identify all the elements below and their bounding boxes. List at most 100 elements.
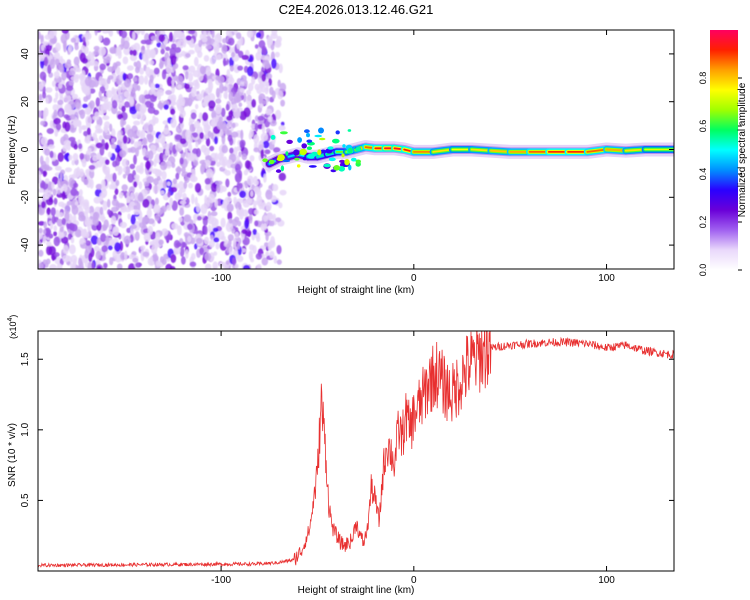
colorbar-tick-label: 0.4 (698, 168, 708, 181)
noise-blob (233, 196, 238, 205)
noise-blob (151, 254, 159, 262)
noise-blob (166, 204, 172, 211)
noise-blob (233, 93, 241, 104)
noise-blob (111, 99, 118, 109)
noise-blob (236, 146, 241, 152)
noise-blob (43, 109, 47, 118)
noise-blob (215, 104, 222, 115)
noise-blob (81, 125, 87, 131)
colorbar-label: Normalized spectral amplitude (737, 82, 748, 217)
noise-blob (51, 254, 56, 261)
noise-blob (79, 238, 85, 245)
noise-blob (112, 172, 117, 182)
noise-blob (44, 148, 51, 156)
noise-blob (147, 218, 155, 225)
noise-blob (38, 227, 43, 234)
noise-blob (126, 195, 131, 204)
noise-blob (229, 65, 234, 72)
noise-blob (110, 215, 117, 225)
signal-blob (306, 146, 312, 150)
noise-blob (78, 109, 84, 116)
noise-blob (154, 214, 160, 222)
noise-blob (149, 255, 154, 266)
noise-blob (59, 171, 63, 181)
noise-blob (261, 257, 269, 266)
noise-blob (72, 214, 77, 223)
noise-blob (112, 226, 120, 236)
noise-blob (207, 224, 212, 233)
noise-blob (177, 84, 183, 90)
noise-blob (114, 188, 119, 196)
noise-blob (99, 63, 106, 71)
noise-blob (194, 196, 198, 206)
noise-blob (234, 246, 238, 257)
signal-blob (277, 154, 285, 161)
colorbar-tick-label: 0.6 (698, 120, 708, 133)
noise-blob (83, 130, 88, 137)
noise-blob (169, 32, 173, 42)
noise-blob (132, 257, 139, 263)
noise-blob (257, 140, 264, 152)
noise-blob (149, 94, 157, 103)
noise-blob (205, 87, 212, 94)
noise-blob (82, 36, 86, 43)
noise-blob (79, 52, 86, 63)
noise-blob (256, 263, 262, 269)
colorbar: 0.0 0.2 0.4 0.6 0.8 Normalized spectral ampl… (698, 30, 748, 276)
noise-blob (264, 86, 269, 95)
noise-blob (165, 63, 173, 74)
noise-blob (55, 58, 60, 66)
noise-blob (158, 34, 166, 43)
noise-blob (68, 44, 73, 53)
noise-blob (86, 107, 91, 115)
noise-blob (146, 176, 154, 184)
noise-blob (51, 182, 55, 190)
noise-blob (135, 201, 141, 212)
noise-blob (84, 249, 89, 259)
noise-blob (63, 43, 67, 53)
noise-blob (188, 72, 194, 82)
noise-blob (122, 72, 127, 81)
noise-blob (115, 165, 122, 172)
noise-blob (65, 167, 72, 173)
noise-blob (64, 204, 71, 214)
noise-blob (143, 232, 151, 242)
noise-blob (210, 120, 217, 127)
noise-blob (215, 242, 220, 250)
noise-blob (278, 202, 283, 209)
signal-blob (275, 169, 282, 173)
noise-blob (171, 79, 175, 85)
noise-blob (126, 65, 134, 71)
noise-blob (236, 40, 241, 50)
noise-blob (242, 209, 249, 217)
noise-blob (179, 246, 185, 257)
noise-blob (153, 204, 161, 214)
noise-blob (74, 98, 81, 110)
noise-blob (130, 146, 137, 153)
noise-blob (261, 123, 266, 134)
noise-blob (111, 72, 117, 83)
noise-blob (54, 51, 61, 62)
noise-blob (88, 205, 95, 215)
noise-blob (44, 34, 52, 40)
noise-blob (207, 215, 215, 225)
noise-blob (254, 44, 259, 49)
noise-blob (237, 50, 244, 58)
noise-blob (243, 169, 249, 176)
noise-blob (162, 180, 167, 189)
noise-blob (246, 175, 254, 186)
noise-blob (142, 113, 146, 120)
noise-blob (220, 235, 226, 241)
noise-blob (220, 186, 227, 192)
signal-blob (341, 153, 345, 158)
noise-blob (203, 236, 210, 245)
noise-blob (98, 90, 102, 98)
noise-blob (273, 147, 281, 153)
noise-blob (155, 232, 161, 242)
noise-blob (205, 137, 211, 147)
noise-blob (61, 236, 69, 244)
noise-blob (127, 73, 134, 80)
noise-blob (49, 58, 56, 69)
noise-field (38, 30, 287, 269)
noise-blob (228, 91, 234, 102)
